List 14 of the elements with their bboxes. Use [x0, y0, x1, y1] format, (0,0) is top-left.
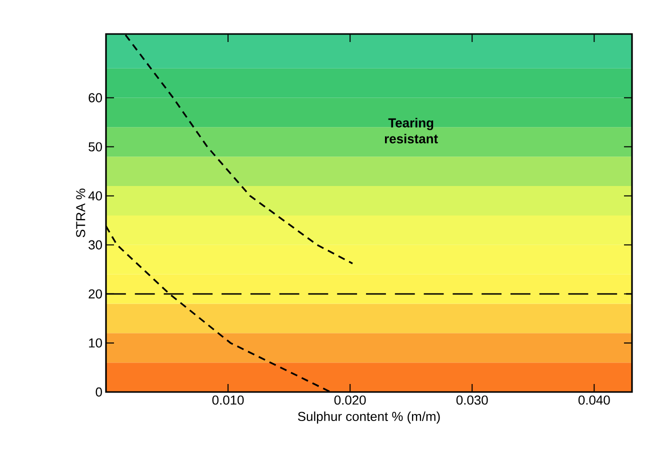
y-tick-label: 50	[88, 142, 102, 152]
y-tick-label: 20	[88, 289, 102, 298]
x-tick-label: 0.020	[334, 396, 366, 405]
annotation: Tearing resistant	[384, 118, 438, 144]
x-tick-label: 0.030	[456, 396, 488, 405]
x-axis-title: Sulphur content % (m/m)	[298, 412, 440, 424]
y-tick-label: 30	[88, 240, 102, 250]
y-tick-label: 40	[88, 191, 102, 200]
y-tick-label: 10	[89, 338, 102, 348]
y-tick-label: 60	[88, 93, 102, 102]
x-tick-label: 0.040	[578, 396, 610, 405]
x-tick-label: 0.010	[212, 396, 244, 405]
y-tick-label: 0	[96, 387, 102, 397]
y-axis-title: STRA %	[76, 188, 86, 238]
